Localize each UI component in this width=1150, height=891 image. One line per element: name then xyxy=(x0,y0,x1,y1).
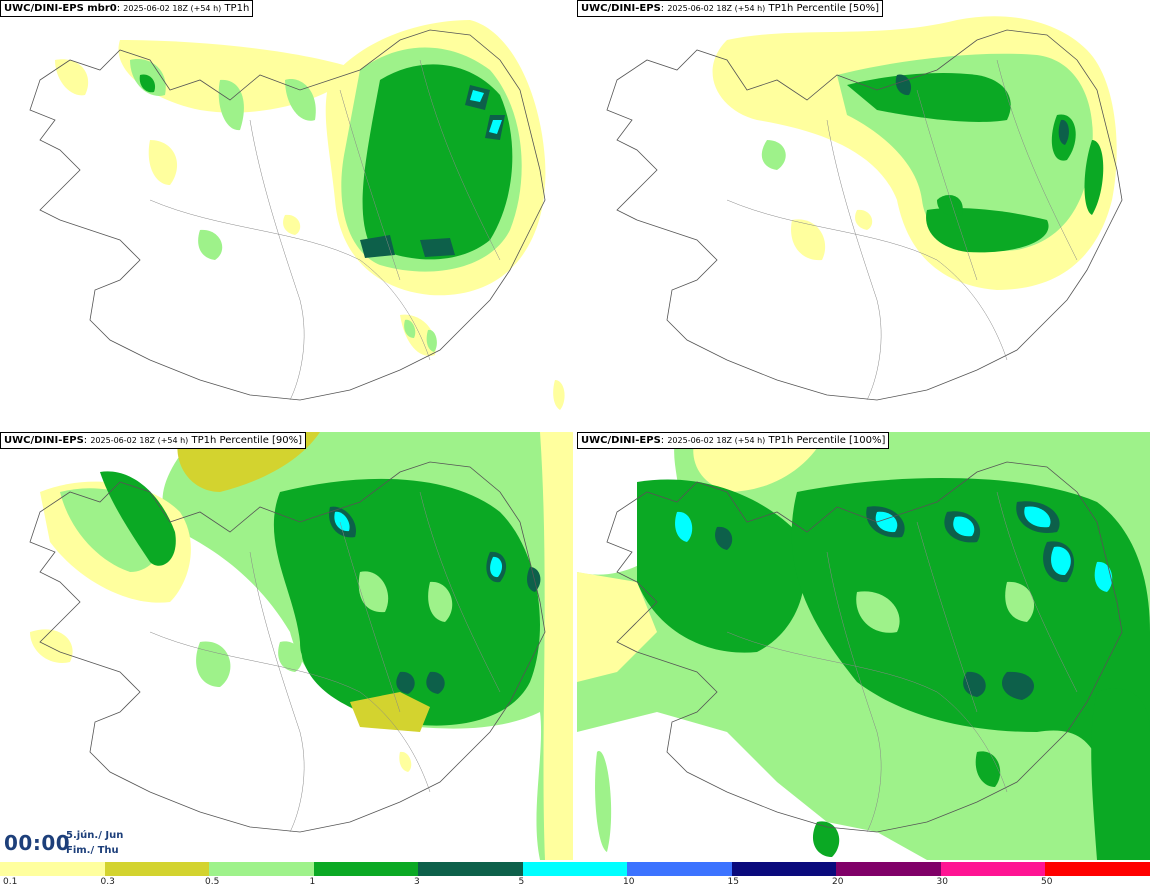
colorbar-swatch xyxy=(0,862,105,876)
colorbar-swatch xyxy=(418,862,523,876)
colorbar-tick-label: 15 xyxy=(727,877,739,887)
panel-title: UWC/DINI-EPS: 2025-06-02 18Z (+54 h) TP1… xyxy=(577,432,890,449)
rain-field xyxy=(712,16,1117,290)
colorbar-swatch xyxy=(104,862,209,876)
colorbar-swatch xyxy=(836,862,941,876)
colorbar-swatch xyxy=(940,862,1045,876)
iceland-coastline xyxy=(606,461,1123,833)
region-boundaries xyxy=(726,59,1078,401)
rain-field xyxy=(30,432,573,860)
colorbar-tick-label: 5 xyxy=(518,877,525,887)
valid-date: 5.jún./ Jun xyxy=(66,830,124,841)
colorbar-swatch xyxy=(209,862,314,876)
iceland-coastline xyxy=(606,29,1123,401)
panel-title: UWC/DINI-EPS mbr0: 2025-06-02 18Z (+54 h… xyxy=(0,0,254,17)
colorbar-swatch xyxy=(731,862,836,876)
colorbar-tick-label: 0.3 xyxy=(100,877,115,887)
colorbar-tick-label: 10 xyxy=(623,877,635,887)
panel-title: UWC/DINI-EPS: 2025-06-02 18Z (+54 h) TP1… xyxy=(0,432,307,449)
panel-title: UWC/DINI-EPS: 2025-06-02 18Z (+54 h) TP1… xyxy=(577,0,884,17)
valid-time-clock: 00:00 xyxy=(4,831,71,855)
colorbar-tick-label: 30 xyxy=(936,877,948,887)
colorbar-swatch xyxy=(522,862,627,876)
region-boundaries xyxy=(726,491,1078,833)
colorbar-swatch xyxy=(1045,862,1150,876)
colorbar-tick-label: 0.1 xyxy=(3,877,18,887)
rain-field xyxy=(55,20,565,410)
precip-map xyxy=(29,432,573,860)
iceland-coastline xyxy=(29,29,546,401)
precip-colorbar: 0.1 0.3 0.5 1 3 5 10 15 20 30 50 xyxy=(0,862,1150,891)
map-panel-mbr0: UWC/DINI-EPS mbr0: 2025-06-02 18Z (+54 h… xyxy=(0,0,573,428)
colorbar-swatch xyxy=(313,862,418,876)
map-panel-p50: UWC/DINI-EPS: 2025-06-02 18Z (+54 h) TP1… xyxy=(577,0,1150,428)
colorbar-tick-label: 0.5 xyxy=(205,877,220,887)
colorbar-tick-label: 3 xyxy=(414,877,420,887)
colorbar-tick-label: 1 xyxy=(309,877,316,887)
valid-day: Fim./ Thu xyxy=(66,845,119,856)
map-panel-p100: UWC/DINI-EPS: 2025-06-02 18Z (+54 h) TP1… xyxy=(577,432,1150,860)
precip-map xyxy=(29,20,565,410)
colorbar-tick-label: 50 xyxy=(1041,877,1053,887)
valid-time-box: 00:00 5.jún./ Jun Fim./ Thu xyxy=(0,826,131,862)
region-boundaries xyxy=(149,59,501,401)
colorbar-tick-label: 20 xyxy=(832,877,844,887)
precip-map xyxy=(606,16,1123,401)
colorbar-swatch xyxy=(627,862,732,876)
map-panel-p90: UWC/DINI-EPS: 2025-06-02 18Z (+54 h) TP1… xyxy=(0,432,573,860)
precip-map xyxy=(577,432,1150,860)
panel-separator-horizontal xyxy=(0,428,1150,432)
rain-field xyxy=(577,432,1150,860)
region-boundaries xyxy=(149,491,501,833)
iceland-coastline xyxy=(29,461,546,833)
